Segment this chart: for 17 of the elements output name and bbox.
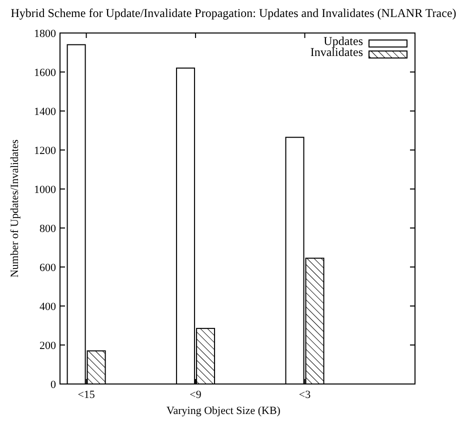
y-tick-label: 1200 bbox=[34, 144, 56, 157]
y-tick-label: 1400 bbox=[34, 106, 56, 118]
y-tick-label: 200 bbox=[40, 340, 56, 352]
legend-label: Updates bbox=[324, 34, 364, 48]
y-tick-label: 600 bbox=[40, 262, 56, 274]
y-tick-label: 0 bbox=[50, 378, 56, 391]
y-tick-label: 1800 bbox=[34, 28, 56, 40]
chart-title: Hybrid Scheme for Update/Invalidate Propagation: Updates and Invalidates (NLANR Trace) bbox=[10, 6, 456, 20]
y-tick-label: 400 bbox=[40, 300, 56, 313]
y-tick-label: 1600 bbox=[34, 66, 56, 79]
x-tick-label: <3 bbox=[298, 389, 312, 401]
x-tick-label: <9 bbox=[190, 389, 202, 401]
y-axis-title: Number of Updates/Invalidates bbox=[9, 139, 21, 278]
y-tick-label: 800 bbox=[40, 222, 56, 235]
x-axis-title: Varying Object Size (KB) bbox=[166, 405, 281, 417]
x-tick-label: <15 bbox=[78, 389, 96, 401]
y-tick-label: 1000 bbox=[34, 184, 56, 196]
